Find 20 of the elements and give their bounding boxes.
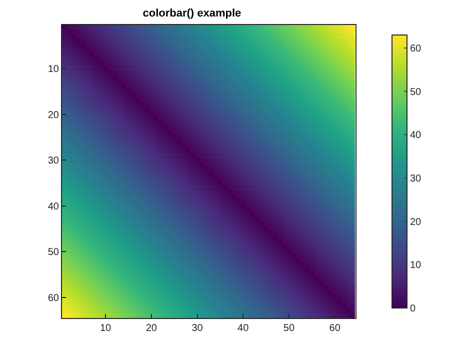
color-bar-label: 30	[410, 174, 422, 184]
x-tick-label: 40	[238, 323, 250, 334]
x-tick-label: 60	[329, 323, 341, 334]
color-bar-label: 0	[410, 304, 416, 314]
color-bar-label: 40	[410, 130, 422, 142]
y-tick-label: 20	[48, 110, 60, 121]
x-tick-label: 10	[100, 323, 112, 334]
color-bar-label: 10	[410, 260, 422, 272]
x-tick-label: 30	[192, 323, 204, 334]
y-tick-label: 60	[48, 292, 60, 304]
color-bar-label: 50	[410, 86, 422, 98]
y-tick-label: 10	[48, 64, 60, 75]
y-tick-label: 30	[48, 156, 60, 167]
chart-title: colorbar() example	[142, 8, 242, 20]
x-tick-label: 50	[283, 323, 295, 334]
y-tick-label: 40	[48, 201, 60, 212]
y-tick-label: 50	[48, 247, 60, 258]
x-tick-label: 20	[146, 323, 158, 334]
color-bar-label: 20	[410, 216, 422, 228]
color-bar-label: 60	[410, 44, 422, 54]
